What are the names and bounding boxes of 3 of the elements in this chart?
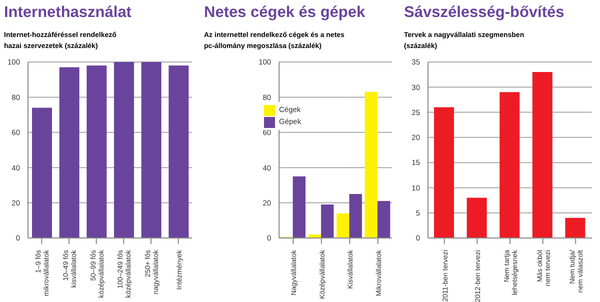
chart-title: Netes cégek és gépek xyxy=(204,4,366,22)
chart-title: Internethasználat xyxy=(4,4,132,22)
chart-title: Sávszélesség-bővítés xyxy=(404,4,564,22)
